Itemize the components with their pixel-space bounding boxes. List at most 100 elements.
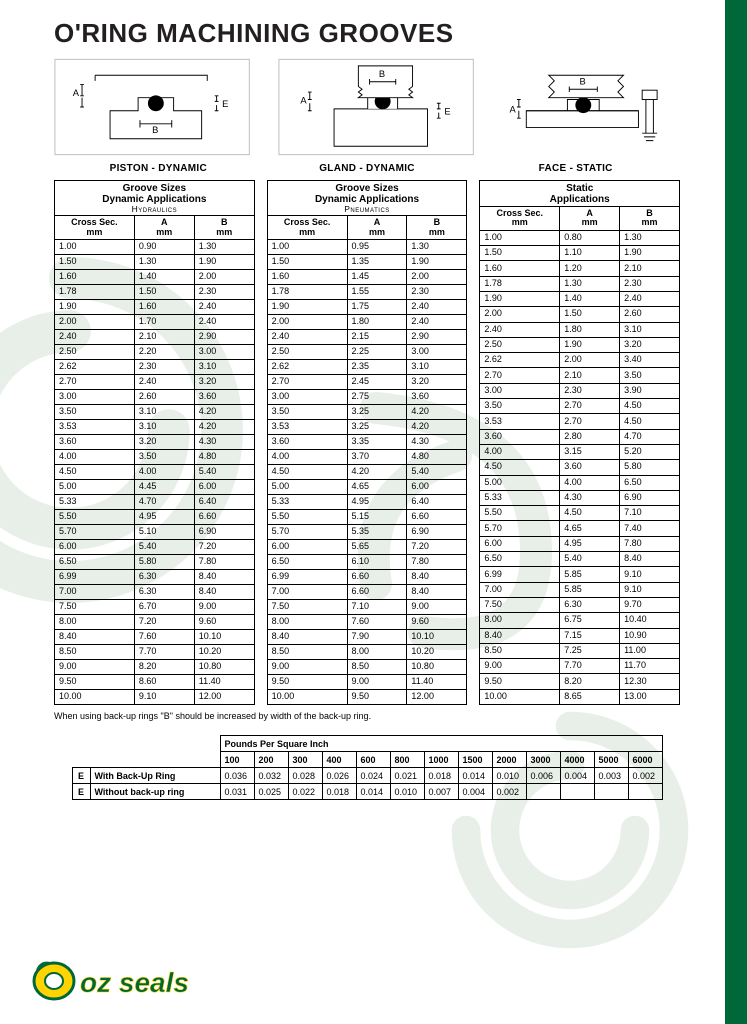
table-row: 9.508.6011.40 xyxy=(55,675,255,690)
psi-col: 4000 xyxy=(560,752,594,768)
table-row: 4.503.605.80 xyxy=(480,460,680,475)
table-row: 6.996.608.40 xyxy=(267,570,467,585)
table-row: 8.006.7510.40 xyxy=(480,613,680,628)
page-title: O'RING MACHINING GROOVES xyxy=(54,18,680,49)
table-row: 5.334.706.40 xyxy=(55,495,255,510)
table-title: Static xyxy=(484,183,675,194)
table-row: 5.334.956.40 xyxy=(267,495,467,510)
table-row: 9.008.2010.80 xyxy=(55,660,255,675)
svg-text:oz seals: oz seals xyxy=(80,967,189,998)
table-row: 2.402.152.90 xyxy=(267,330,467,345)
footnote: When using back-up rings "B" should be i… xyxy=(54,711,680,721)
psi-col: 2000 xyxy=(492,752,526,768)
table-row: 7.006.308.40 xyxy=(55,585,255,600)
col-a: Amm xyxy=(134,216,194,240)
table-row: 7.506.309.70 xyxy=(480,597,680,612)
table-row: 9.508.2012.30 xyxy=(480,674,680,689)
psi-col: 200 xyxy=(254,752,288,768)
logo-oz-seals: oz seals xyxy=(30,956,220,1006)
table-row: 5.705.106.90 xyxy=(55,525,255,540)
table-row: 2.502.253.00 xyxy=(267,345,467,360)
svg-text:B: B xyxy=(379,69,385,79)
table-row: 1.901.402.40 xyxy=(480,291,680,306)
psi-col: 400 xyxy=(322,752,356,768)
label-gland: GLAND - DYNAMIC xyxy=(263,163,472,174)
table-row: 6.004.957.80 xyxy=(480,536,680,551)
table-row: 9.007.7011.70 xyxy=(480,659,680,674)
table-row: 2.001.702.40 xyxy=(55,315,255,330)
table-row: 8.407.9010.10 xyxy=(267,630,467,645)
table-row: 1.000.901.30 xyxy=(55,240,255,255)
psi-title: Pounds Per Square Inch xyxy=(220,736,662,752)
table-row: 2.702.103.50 xyxy=(480,368,680,383)
table-row: 8.507.2511.00 xyxy=(480,643,680,658)
table-row: 5.504.956.60 xyxy=(55,510,255,525)
table-row: 3.533.104.20 xyxy=(55,420,255,435)
svg-text:A: A xyxy=(301,95,308,105)
table-row: 2.502.203.00 xyxy=(55,345,255,360)
table-subtitle2: Pneumatics xyxy=(272,205,463,214)
table-row: 4.003.155.20 xyxy=(480,444,680,459)
psi-col: 600 xyxy=(356,752,390,768)
table-row: 1.501.101.90 xyxy=(480,246,680,261)
table-row: 3.002.753.60 xyxy=(267,390,467,405)
table-row: 2.402.102.90 xyxy=(55,330,255,345)
table-row: 8.407.6010.10 xyxy=(55,630,255,645)
svg-text:B: B xyxy=(580,77,586,87)
svg-text:E: E xyxy=(445,106,451,116)
table-row: 6.506.107.80 xyxy=(267,555,467,570)
table-row: 5.334.306.90 xyxy=(480,490,680,505)
table-row: 6.996.308.40 xyxy=(55,570,255,585)
table-row: 5.504.507.10 xyxy=(480,506,680,521)
table-row: 1.781.302.30 xyxy=(480,276,680,291)
table-row: 1.601.402.00 xyxy=(55,270,255,285)
psi-row: EWith Back-Up Ring0.0360.0320.0280.0260.… xyxy=(72,768,662,784)
table-hydraulics: Groove SizesDynamic ApplicationsHydrauli… xyxy=(54,180,255,705)
table-row: 3.002.603.60 xyxy=(55,390,255,405)
table-row: 6.505.807.80 xyxy=(55,555,255,570)
svg-text:E: E xyxy=(222,99,228,109)
table-row: 10.009.5012.00 xyxy=(267,690,467,705)
svg-text:A: A xyxy=(73,88,80,98)
table-row: 1.781.552.30 xyxy=(267,285,467,300)
table-static: StaticApplicationsCross Sec.mmAmmBmm1.00… xyxy=(479,180,680,705)
psi-col: 300 xyxy=(288,752,322,768)
table-row: 10.008.6513.00 xyxy=(480,689,680,704)
psi-col: 1500 xyxy=(458,752,492,768)
table-row: 7.006.608.40 xyxy=(267,585,467,600)
table-row: 9.509.0011.40 xyxy=(267,675,467,690)
psi-col: 1000 xyxy=(424,752,458,768)
table-row: 5.004.006.50 xyxy=(480,475,680,490)
table-row: 5.004.456.00 xyxy=(55,480,255,495)
section-labels: PISTON - DYNAMIC GLAND - DYNAMIC FACE - … xyxy=(54,163,680,174)
col-cross-sec: Cross Sec.mm xyxy=(267,216,347,240)
table-psi: Pounds Per Square Inch100200300400600800… xyxy=(72,735,663,800)
table-row: 1.501.351.90 xyxy=(267,255,467,270)
table-row: 8.507.7010.20 xyxy=(55,645,255,660)
table-row: 1.901.752.40 xyxy=(267,300,467,315)
table-row: 5.505.156.60 xyxy=(267,510,467,525)
table-row: 4.003.504.80 xyxy=(55,450,255,465)
diagram-face: B A xyxy=(502,55,680,159)
table-row: 7.507.109.00 xyxy=(267,600,467,615)
diagram-piston: A B E xyxy=(54,55,250,159)
table-row: 2.622.003.40 xyxy=(480,353,680,368)
table-row: 6.995.859.10 xyxy=(480,567,680,582)
table-row: 1.781.502.30 xyxy=(55,285,255,300)
table-row: 4.003.704.80 xyxy=(267,450,467,465)
table-row: 9.008.5010.80 xyxy=(267,660,467,675)
table-row: 3.002.303.90 xyxy=(480,383,680,398)
table-row: 7.506.709.00 xyxy=(55,600,255,615)
table-row: 5.004.656.00 xyxy=(267,480,467,495)
psi-col: 5000 xyxy=(594,752,628,768)
right-green-bar xyxy=(725,0,747,1024)
label-piston: PISTON - DYNAMIC xyxy=(54,163,263,174)
table-row: 8.007.209.60 xyxy=(55,615,255,630)
table-subtitle2: Hydraulics xyxy=(59,205,250,214)
psi-row: EWithout back-up ring0.0310.0250.0220.01… xyxy=(72,784,662,800)
table-row: 6.505.408.40 xyxy=(480,552,680,567)
table-row: 2.001.502.60 xyxy=(480,307,680,322)
table-row: 8.007.609.60 xyxy=(267,615,467,630)
table-row: 5.704.657.40 xyxy=(480,521,680,536)
col-a: Amm xyxy=(347,216,407,240)
